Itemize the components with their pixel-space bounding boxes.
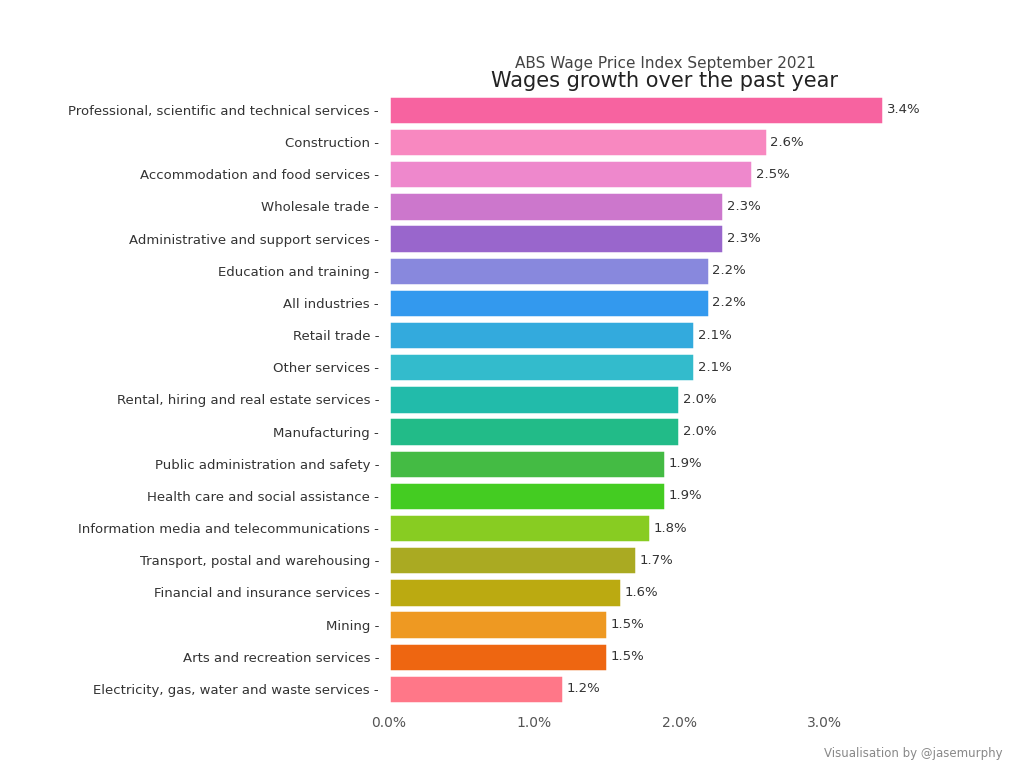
Bar xyxy=(389,611,607,639)
Bar xyxy=(389,546,636,574)
Text: 1.6%: 1.6% xyxy=(625,586,659,599)
Text: 1.9%: 1.9% xyxy=(669,457,702,470)
Text: 1.8%: 1.8% xyxy=(654,521,687,535)
Text: 2.3%: 2.3% xyxy=(726,200,760,213)
Text: 2.1%: 2.1% xyxy=(698,361,731,374)
Text: 1.5%: 1.5% xyxy=(611,618,644,631)
Text: 1.5%: 1.5% xyxy=(611,650,644,664)
Bar xyxy=(389,675,564,703)
Bar xyxy=(389,289,709,317)
Bar xyxy=(389,224,723,253)
Bar xyxy=(389,192,723,220)
Text: 1.9%: 1.9% xyxy=(669,489,702,502)
Text: 2.2%: 2.2% xyxy=(712,296,746,310)
Bar xyxy=(389,578,621,607)
Title: Wages growth over the past year: Wages growth over the past year xyxy=(491,71,839,91)
Text: Visualisation by @jasemurphy: Visualisation by @jasemurphy xyxy=(824,747,1003,760)
Text: 2.6%: 2.6% xyxy=(770,135,804,148)
Bar xyxy=(389,96,883,124)
Bar xyxy=(389,643,607,671)
Text: 1.7%: 1.7% xyxy=(639,554,673,567)
Bar xyxy=(389,449,665,478)
Bar xyxy=(389,514,651,542)
Text: 2.3%: 2.3% xyxy=(726,232,760,245)
Bar xyxy=(389,160,752,188)
Text: ABS Wage Price Index September 2021: ABS Wage Price Index September 2021 xyxy=(515,55,815,71)
Text: 1.2%: 1.2% xyxy=(567,682,601,695)
Text: 2.5%: 2.5% xyxy=(756,167,790,180)
Bar xyxy=(389,386,679,413)
Text: 2.0%: 2.0% xyxy=(683,393,717,406)
Bar xyxy=(389,127,766,156)
Bar xyxy=(389,257,709,285)
Text: 2.2%: 2.2% xyxy=(712,264,746,277)
Text: 2.0%: 2.0% xyxy=(683,425,717,438)
Bar xyxy=(389,353,694,382)
Bar xyxy=(389,321,694,349)
Bar xyxy=(389,482,665,510)
Text: 2.1%: 2.1% xyxy=(698,329,731,342)
Text: 3.4%: 3.4% xyxy=(887,104,921,117)
Bar xyxy=(389,417,679,445)
